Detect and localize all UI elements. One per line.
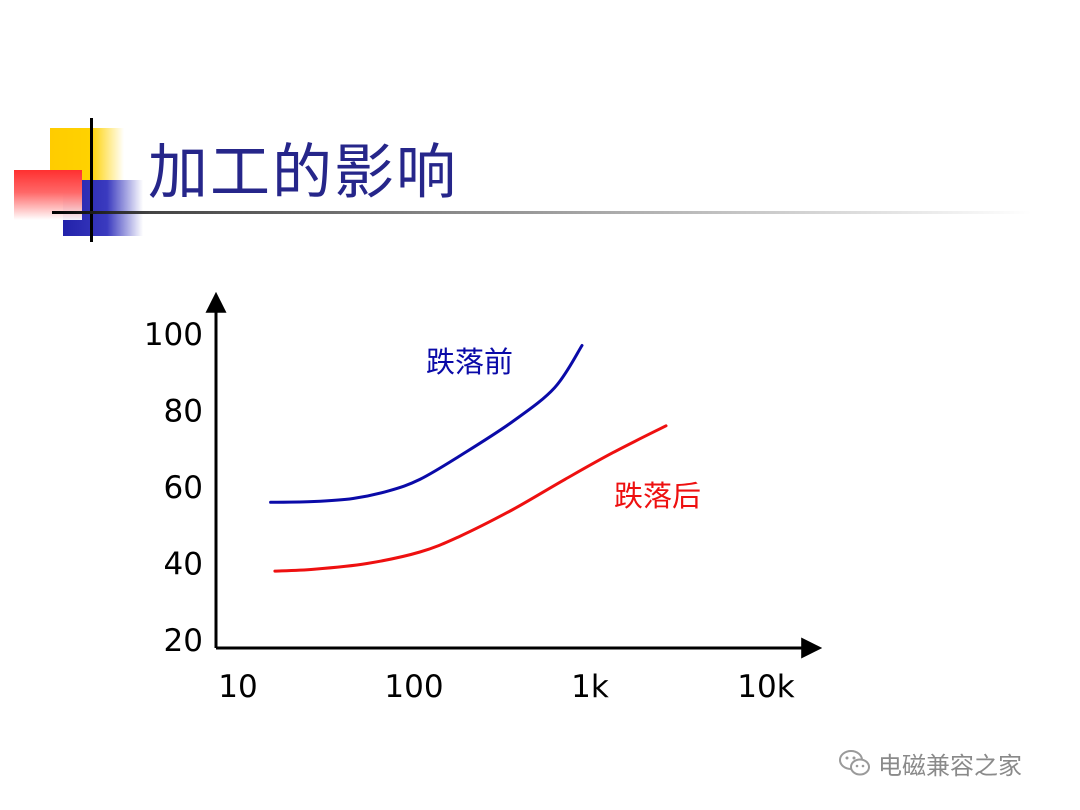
wechat-icon bbox=[839, 750, 870, 776]
x-tick-labels: 10 100 1k 10k bbox=[218, 669, 794, 705]
x-tick-label: 10k bbox=[737, 669, 794, 705]
y-tick-label: 20 bbox=[164, 623, 203, 659]
y-tick-label: 40 bbox=[164, 547, 203, 583]
series-line-0 bbox=[269, 344, 584, 504]
title-underline bbox=[52, 211, 1032, 214]
slide-title: 加工的影响 bbox=[148, 138, 458, 208]
watermark: 电磁兼容之家 bbox=[838, 746, 1022, 780]
y-tick-label: 100 bbox=[144, 317, 203, 353]
series-lines bbox=[269, 344, 668, 573]
y-tick-label: 60 bbox=[164, 470, 203, 506]
series-label-1: 跌落后 bbox=[614, 479, 701, 513]
x-tick-label: 100 bbox=[384, 669, 443, 705]
y-tick-label: 80 bbox=[164, 394, 203, 430]
watermark-text: 电磁兼容之家 bbox=[878, 751, 1022, 780]
x-tick-label: 1k bbox=[571, 669, 609, 705]
y-tick-labels: 20 40 60 80 100 bbox=[144, 317, 203, 659]
x-tick-label: 10 bbox=[218, 669, 257, 705]
title-decoration-vertical-line bbox=[90, 118, 93, 242]
series-label-0: 跌落前 bbox=[426, 345, 513, 379]
series-line-1 bbox=[273, 424, 668, 573]
